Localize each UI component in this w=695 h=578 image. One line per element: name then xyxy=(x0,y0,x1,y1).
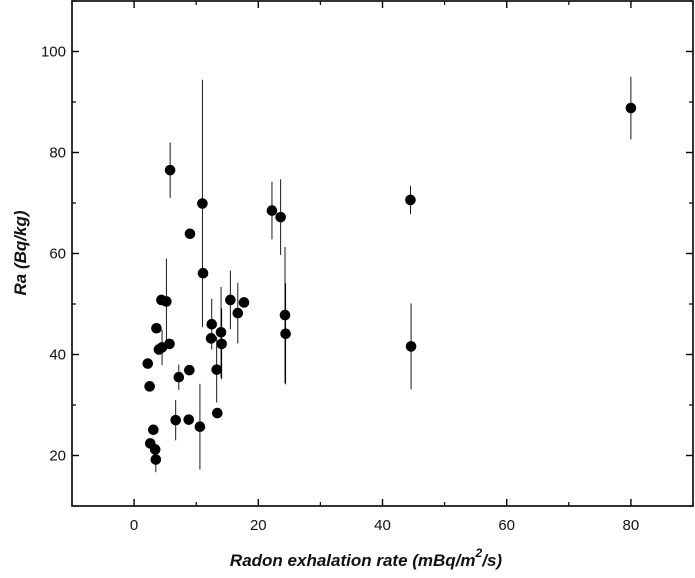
data-point xyxy=(170,414,182,426)
data-point xyxy=(280,328,291,340)
x-tick-label: 20 xyxy=(250,517,267,534)
data-point xyxy=(197,267,209,279)
x-tick-label: 0 xyxy=(130,517,138,534)
y-tick-label: 20 xyxy=(49,448,66,465)
y-tick-label: 40 xyxy=(49,347,66,364)
data-point xyxy=(212,407,223,419)
data-point xyxy=(215,326,227,338)
data-point xyxy=(211,364,222,375)
data-point xyxy=(205,333,217,344)
y-axis-title: Ra (Bq/kg) xyxy=(11,210,30,295)
data-point xyxy=(161,296,172,307)
data-point xyxy=(148,424,159,436)
x-tick-label: 80 xyxy=(623,517,640,534)
y-tick-label: 100 xyxy=(41,44,66,61)
data-point xyxy=(225,294,236,306)
data-point xyxy=(232,307,244,319)
data-point xyxy=(625,102,637,114)
data-point xyxy=(150,454,162,465)
y-tick-label: 60 xyxy=(49,246,66,263)
data-point xyxy=(216,338,227,350)
x-axis-title: Radon exhalation rate (mBq/m2/s) xyxy=(230,546,502,570)
data-point xyxy=(184,228,196,240)
data-point xyxy=(194,421,206,433)
data-point xyxy=(144,381,155,392)
data-point xyxy=(164,338,175,350)
data-point xyxy=(173,371,185,383)
error-bars xyxy=(155,76,632,473)
data-point xyxy=(238,297,250,308)
data-point xyxy=(142,358,154,369)
data-point xyxy=(206,318,218,330)
data-point xyxy=(279,309,291,321)
data-point xyxy=(405,194,416,206)
data-point xyxy=(266,205,278,216)
axis-ticks: 0 20 40 60 80 20 40 60 80 100 xyxy=(41,0,694,534)
data-point xyxy=(405,341,417,352)
data-point xyxy=(197,198,208,209)
data-point xyxy=(149,444,161,455)
data-point xyxy=(164,164,176,176)
y-tick-label: 80 xyxy=(49,145,66,162)
data-point xyxy=(151,322,162,334)
x-tick-label: 40 xyxy=(374,517,391,534)
plot-frame xyxy=(71,0,694,507)
data-point xyxy=(275,211,286,223)
data-point xyxy=(184,364,195,376)
data-markers xyxy=(142,102,637,465)
x-tick-label: 60 xyxy=(498,517,515,534)
data-point xyxy=(183,414,195,425)
